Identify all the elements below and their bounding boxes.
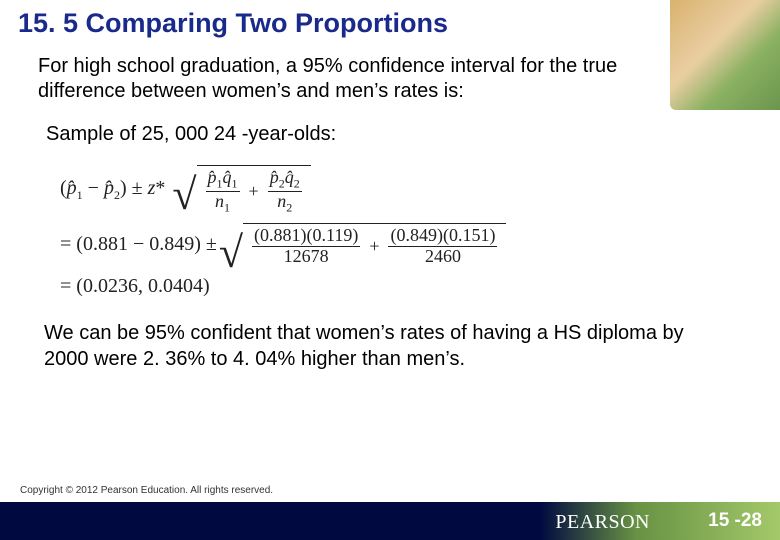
slide-title: 15. 5 Comparing Two Proportions (18, 8, 448, 39)
fraction-1: p̂1q̂1 n1 (203, 168, 243, 215)
equation-row-2: = (0.881 − 0.849) ± √ (0.881)(0.119) 126… (58, 223, 698, 267)
conclusion-paragraph: We can be 95% confident that women’s rat… (44, 320, 698, 372)
fraction-3: (0.881)(0.119) 12678 (249, 226, 363, 267)
equation-row-3: = (0.0236, 0.0404) (58, 275, 698, 298)
copyright-text: Copyright © 2012 Pearson Education. All … (20, 485, 273, 496)
equation-row-1: (p̂1 − p̂2) ± z* √ p̂1q̂1 n1 + p̂2q̂2 n2 (58, 165, 698, 215)
page-number: 15 -28 (708, 510, 762, 532)
sqrt-icon: √ (219, 231, 243, 275)
fraction-2: p̂2q̂2 n2 (265, 168, 305, 215)
brand-logo: PEARSON (555, 511, 650, 534)
equation-block: (p̂1 − p̂2) ± z* √ p̂1q̂1 n1 + p̂2q̂2 n2 (58, 165, 698, 298)
footer-bar (0, 502, 780, 540)
sqrt-icon: √ (172, 173, 196, 223)
sample-line: Sample of 25, 000 24 -year-olds: (46, 122, 698, 147)
fraction-4: (0.849)(0.151) 2460 (385, 226, 500, 267)
intro-paragraph: For high school graduation, a 95% confid… (38, 54, 698, 104)
body-content: For high school graduation, a 95% confid… (38, 54, 698, 372)
